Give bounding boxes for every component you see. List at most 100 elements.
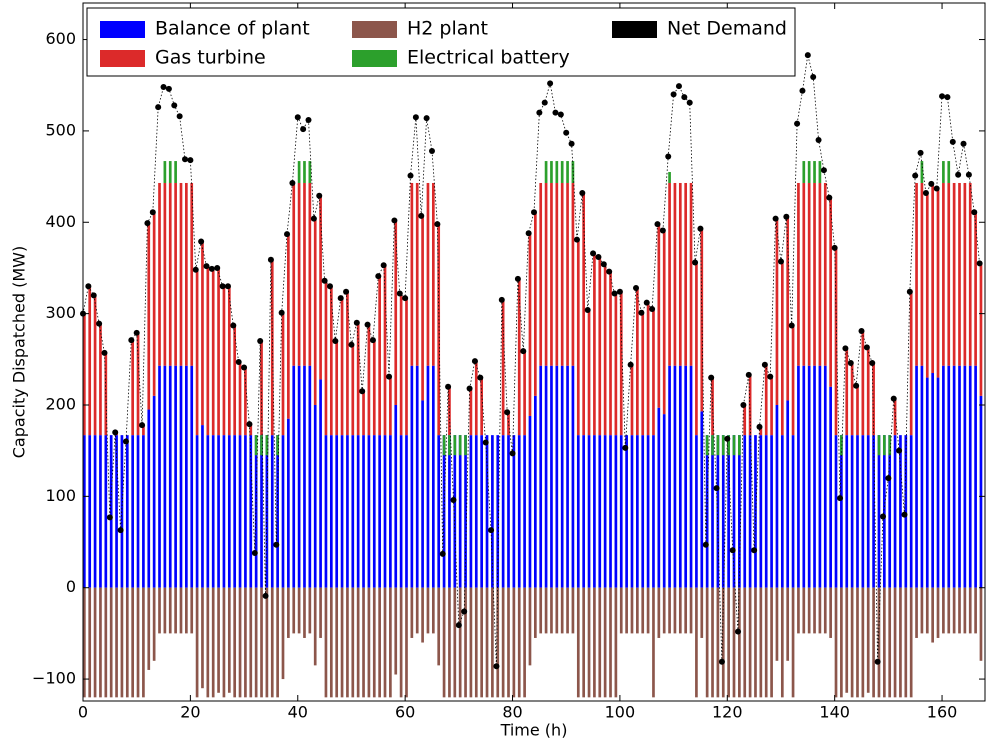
bar (850, 435, 854, 588)
bar (329, 587, 333, 698)
bar (410, 182, 414, 366)
legend-label: Electrical battery (407, 47, 570, 69)
net-demand-point (627, 361, 634, 368)
bar (292, 587, 296, 634)
bar (367, 435, 371, 588)
bar (534, 212, 537, 396)
bar (544, 182, 548, 366)
bar (807, 161, 811, 183)
bar (743, 404, 747, 436)
bar (872, 435, 875, 588)
net-demand-point (702, 541, 709, 548)
bar (646, 587, 650, 634)
bar (233, 435, 237, 588)
bar (201, 425, 204, 588)
bar (791, 325, 795, 436)
bar (201, 587, 204, 689)
bar (646, 435, 650, 588)
bar (963, 587, 967, 634)
bar (695, 262, 698, 436)
bar (662, 230, 666, 415)
bar (340, 435, 344, 588)
bar (888, 587, 892, 698)
bar (786, 400, 790, 588)
bar (464, 435, 467, 588)
bar (185, 587, 188, 634)
bar (448, 587, 451, 698)
bar (399, 293, 403, 436)
bar (346, 291, 349, 436)
bar (324, 280, 328, 436)
bar (802, 161, 806, 183)
bar (979, 263, 983, 396)
net-demand-point (343, 288, 350, 295)
bar (727, 435, 730, 588)
bar (501, 299, 505, 436)
net-demand-point (321, 277, 328, 284)
net-demand-point (273, 541, 280, 548)
net-demand-point (906, 288, 913, 295)
bar (195, 435, 199, 588)
net-demand-point (804, 52, 811, 59)
net-demand-point (509, 450, 516, 457)
bar (539, 182, 543, 366)
bar (700, 411, 704, 588)
bar (738, 435, 741, 588)
net-demand-point (557, 111, 564, 118)
bar (780, 261, 784, 436)
net-demand-point (267, 256, 274, 263)
bar (598, 435, 602, 588)
bar (109, 435, 113, 588)
bar (539, 365, 543, 588)
bar (630, 587, 634, 634)
bar (507, 412, 510, 436)
net-demand-point (767, 373, 774, 380)
bar (630, 435, 634, 588)
net-demand-point (482, 439, 489, 446)
legend-swatch (100, 21, 145, 38)
bar (861, 330, 865, 436)
bar (340, 298, 344, 436)
bar (415, 182, 419, 366)
bar (254, 435, 258, 456)
bar (775, 587, 779, 661)
bar (689, 182, 693, 366)
net-demand-point (445, 383, 452, 390)
net-demand-point (579, 190, 586, 197)
bar (598, 256, 602, 436)
bar (711, 587, 714, 698)
net-demand-point (391, 217, 398, 224)
bar (281, 435, 285, 588)
bar (544, 587, 548, 634)
bar (453, 587, 457, 698)
net-demand-point (407, 172, 414, 179)
bar (818, 365, 822, 588)
net-demand-point (686, 99, 693, 106)
bar (174, 182, 177, 366)
net-demand-point (439, 550, 446, 557)
bar (517, 278, 521, 436)
bar (952, 587, 956, 634)
bar (249, 587, 253, 698)
bar (968, 587, 972, 634)
bar (174, 365, 177, 588)
net-demand-point (531, 209, 537, 216)
bar (431, 182, 435, 366)
net-demand-point (799, 87, 806, 94)
bar (206, 587, 210, 698)
bar (206, 435, 210, 588)
bar (614, 293, 618, 436)
net-demand-point (396, 290, 403, 297)
y-tick-label: 100 (45, 486, 76, 505)
bar (362, 391, 365, 436)
net-demand-point (412, 114, 419, 121)
bar (920, 161, 924, 183)
bar (711, 435, 714, 456)
bar (829, 386, 832, 588)
bar (840, 435, 843, 588)
bar (190, 365, 194, 588)
bar (555, 182, 559, 366)
bar (485, 435, 489, 588)
bar (523, 351, 526, 436)
bar (201, 241, 204, 426)
